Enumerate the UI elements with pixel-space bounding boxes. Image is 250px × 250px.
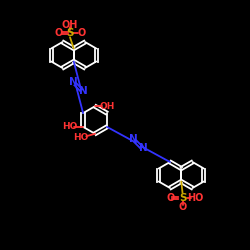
Text: OH: OH xyxy=(99,102,115,111)
Text: HO: HO xyxy=(187,193,203,203)
Text: N: N xyxy=(69,77,78,87)
Text: HO: HO xyxy=(74,133,89,142)
Text: O: O xyxy=(178,202,187,211)
Text: S: S xyxy=(66,28,74,38)
Text: O: O xyxy=(166,193,175,203)
Text: S: S xyxy=(179,193,186,203)
Text: O: O xyxy=(55,28,63,38)
Text: N: N xyxy=(129,134,138,144)
Text: O: O xyxy=(77,28,86,38)
Text: N: N xyxy=(78,86,87,96)
Text: OH: OH xyxy=(62,20,78,30)
Text: HO: HO xyxy=(62,122,77,132)
Text: N: N xyxy=(138,143,147,153)
